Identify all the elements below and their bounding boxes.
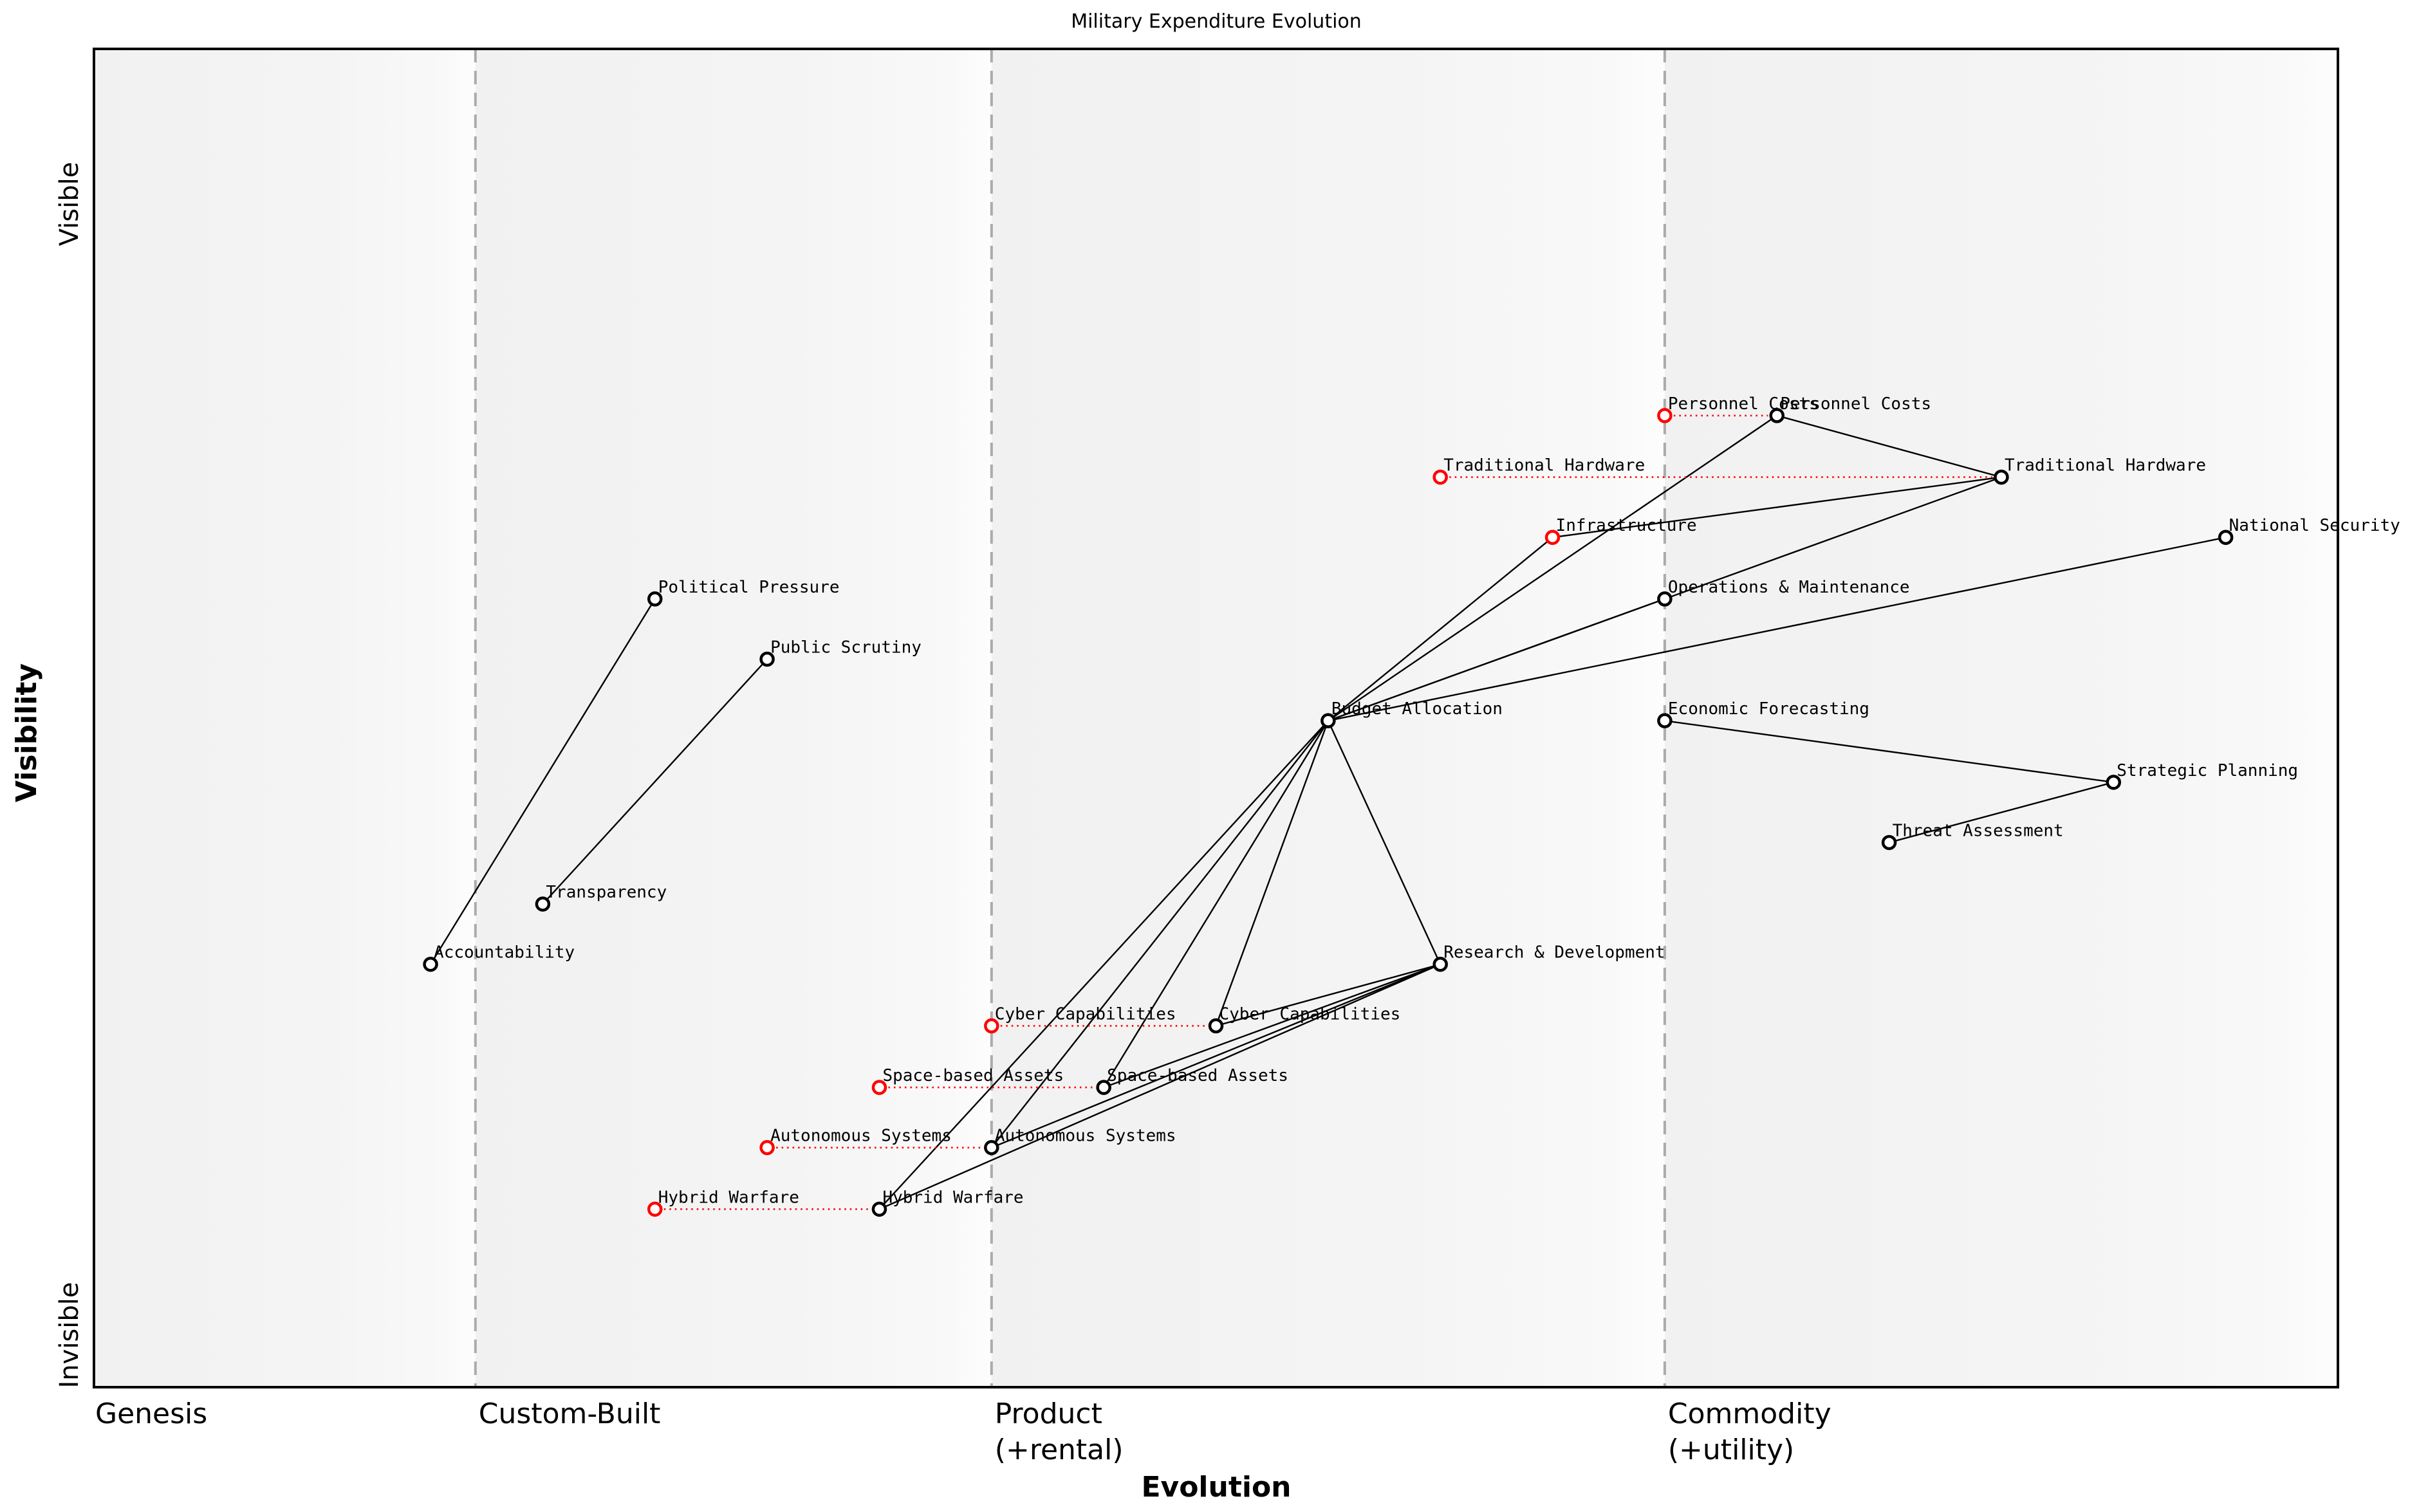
node-label-budget-allocation: Budget Allocation (1331, 699, 1503, 719)
chart-title: Military Expenditure Evolution (1071, 10, 1362, 33)
node-hybrid-warfare (871, 1201, 887, 1217)
edge-budget-allocation--personnel-costs (1328, 414, 1777, 722)
node-label-hybrid-warfare-evolving: Hybrid Warfare (658, 1188, 799, 1207)
edge-research-development--cyber-capabilities (1216, 963, 1441, 1027)
evolution-links (663, 414, 1992, 1210)
node-label-operations-maintenance: Operations & Maintenance (1668, 578, 1910, 597)
node-personnel-costs-evolving (1657, 408, 1673, 423)
node-label-cyber-capabilities: Cyber Capabilities (1219, 1004, 1401, 1024)
node-accountability (423, 956, 438, 972)
node-political-pressure (647, 591, 663, 607)
node-label-threat-assessment: Threat Assessment (1893, 821, 2064, 840)
stage-label-product: Product (+rental) (994, 1397, 1124, 1466)
edge-infrastructure--traditional-hardware (1552, 476, 2002, 539)
stage-label-custom-built: Custom-Built (478, 1397, 661, 1430)
node-label-traditional-hardware: Traditional Hardware (2005, 456, 2206, 475)
edge-public-scrutiny--transparency (542, 658, 768, 905)
node-label-autonomous-systems-evolving: Autonomous Systems (770, 1127, 952, 1146)
edge-budget-allocation--national-security (1328, 537, 2226, 722)
y-axis-title: Visibility (10, 663, 43, 803)
edge-strategic-planning--threat-assessment (1889, 781, 2114, 844)
y-tick-invisible: Invisible (55, 1282, 84, 1388)
edge-budget-allocation--cyber-capabilities (1215, 720, 1329, 1026)
node-operations-maintenance (1657, 591, 1673, 607)
component-nodes (423, 408, 2234, 1217)
stage-label-commodity: Commodity (+utility) (1667, 1397, 1831, 1466)
node-cyber-capabilities-evolving (984, 1018, 999, 1034)
node-threat-assessment (1881, 834, 1897, 851)
y-tick-visible: Visible (55, 161, 84, 246)
node-traditional-hardware-evolving (1432, 469, 1448, 485)
edge-budget-allocation--space-based-assets (1103, 720, 1329, 1088)
edge-research-development--hybrid-warfare (878, 963, 1441, 1210)
node-label-transparency: Transparency (546, 883, 667, 902)
node-strategic-planning (2106, 775, 2122, 790)
node-label-autonomous-systems: Autonomous Systems (995, 1127, 1176, 1146)
node-label-personnel-costs-evolving: Personnel Costs (1668, 394, 1819, 414)
node-hybrid-warfare-evolving (647, 1201, 663, 1217)
node-budget-allocation (1321, 713, 1336, 728)
node-research-development (1432, 956, 1448, 972)
edge-political-pressure--accountability (430, 598, 656, 965)
edge-budget-allocation--autonomous-systems (990, 720, 1329, 1148)
dependency-edges (430, 414, 2226, 1210)
stage-band (1664, 49, 2338, 1387)
edge-research-development--space-based-assets (1103, 963, 1441, 1089)
edge-budget-allocation--research-development (1327, 720, 1441, 965)
edge-budget-allocation--infrastructure (1328, 537, 1553, 722)
node-label-political-pressure: Political Pressure (658, 578, 840, 597)
node-label-public-scrutiny: Public Scrutiny (770, 638, 922, 657)
stage-band (94, 49, 476, 1387)
evolution-stage-bands (94, 49, 2338, 1387)
edge-personnel-costs--traditional-hardware (1776, 414, 2002, 478)
stage-label-genesis: Genesis (95, 1397, 208, 1430)
stage-band (475, 49, 992, 1387)
node-label-national-security: National Security (2229, 516, 2400, 535)
node-label-personnel-costs: Personnel Costs (1780, 394, 1931, 414)
node-label-accountability: Accountability (434, 943, 575, 963)
node-label-hybrid-warfare: Hybrid Warfare (882, 1188, 1023, 1207)
node-national-security (2218, 530, 2234, 545)
node-autonomous-systems-evolving (759, 1139, 775, 1156)
node-personnel-costs (1769, 408, 1784, 423)
node-autonomous-systems (984, 1139, 999, 1156)
node-transparency (535, 896, 551, 912)
node-label-infrastructure: Infrastructure (1556, 516, 1697, 535)
node-label-economic-forecasting: Economic Forecasting (1668, 699, 1869, 719)
node-traditional-hardware (1994, 469, 2009, 485)
edge-budget-allocation--hybrid-warfare (878, 720, 1329, 1210)
node-infrastructure (1544, 530, 1561, 545)
node-label-space-based-assets-evolving: Space-based Assets (882, 1066, 1064, 1085)
node-label-research-development: Research & Development (1443, 943, 1665, 963)
node-label-cyber-capabilities-evolving: Cyber Capabilities (995, 1004, 1176, 1024)
node-public-scrutiny (759, 651, 775, 667)
node-space-based-assets (1096, 1080, 1111, 1095)
node-label-traditional-hardware-evolving: Traditional Hardware (1443, 456, 1645, 475)
node-space-based-assets-evolving (871, 1080, 887, 1095)
node-economic-forecasting (1657, 713, 1673, 728)
edge-economic-forecasting--strategic-planning (1664, 719, 2114, 784)
node-label-strategic-planning: Strategic Planning (2117, 761, 2298, 780)
edge-research-development--autonomous-systems (991, 963, 1441, 1148)
node-label-space-based-assets: Space-based Assets (1107, 1066, 1288, 1085)
node-cyber-capabilities (1208, 1018, 1224, 1034)
x-axis-title: Evolution (1141, 1471, 1292, 1504)
plot-border (93, 48, 2339, 1388)
